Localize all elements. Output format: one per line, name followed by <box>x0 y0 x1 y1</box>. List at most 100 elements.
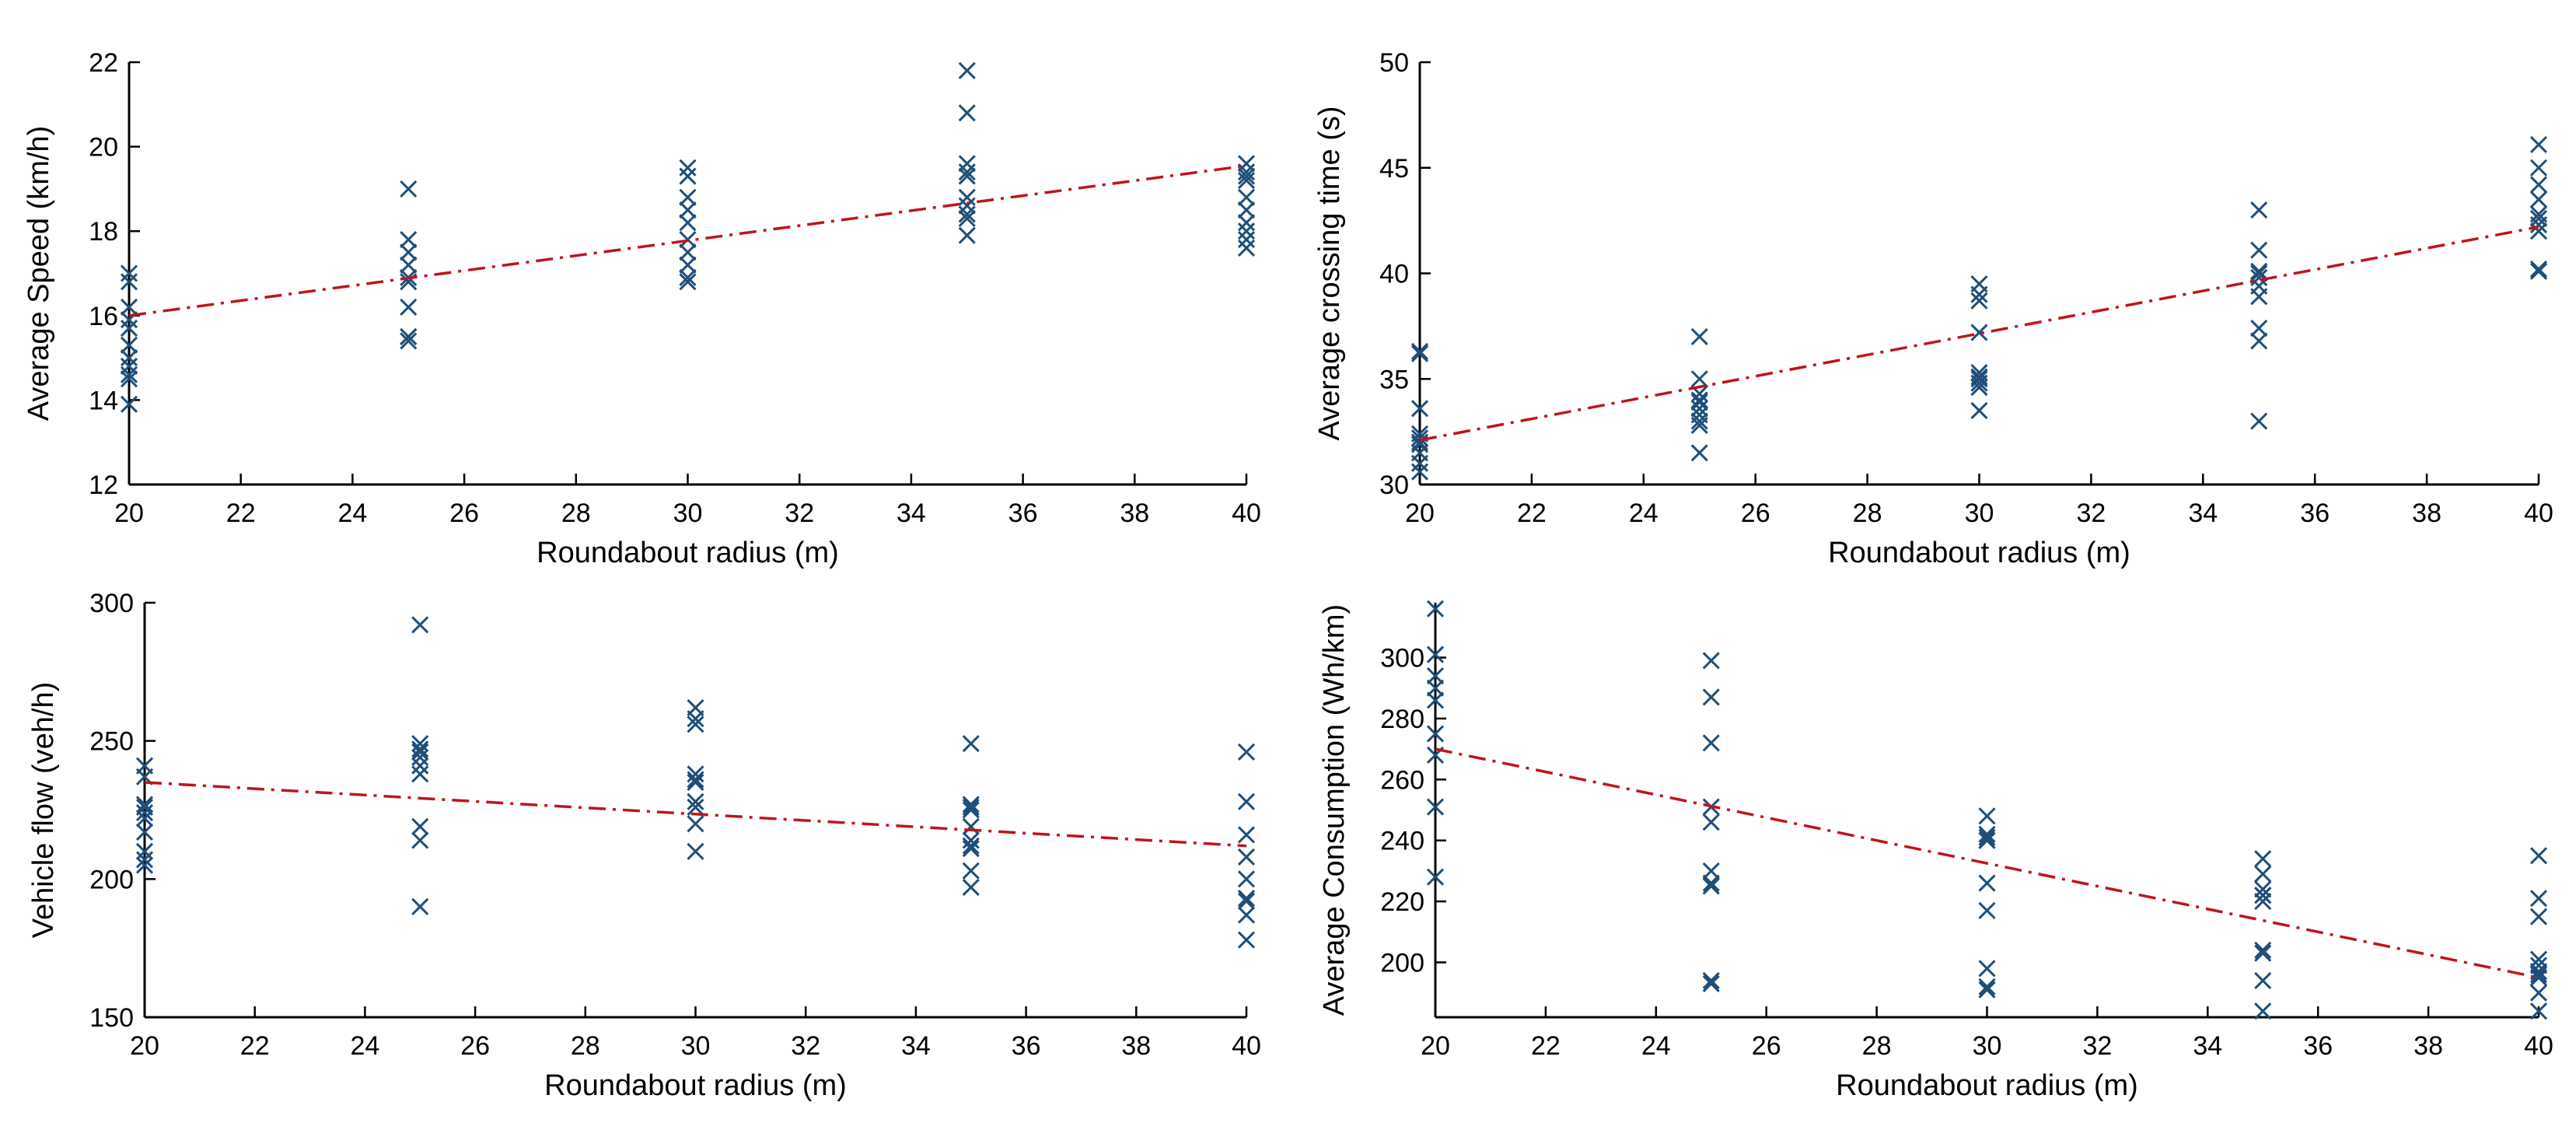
data-point <box>411 748 429 767</box>
data-point <box>679 273 697 291</box>
data-point <box>1702 971 1720 990</box>
data-point <box>2529 261 2548 278</box>
data-point <box>2529 984 2548 1002</box>
data-point <box>2529 209 2548 227</box>
data-point <box>958 61 976 79</box>
data-point <box>2250 262 2268 280</box>
data-point <box>679 268 697 286</box>
data-point <box>2529 890 2548 908</box>
data-point <box>411 817 429 835</box>
data-point <box>687 765 704 783</box>
data-point <box>1237 906 1256 924</box>
x-tick-label: 24 <box>337 499 367 528</box>
data-point <box>2529 159 2548 177</box>
data-point <box>962 735 980 753</box>
data-point <box>962 831 980 849</box>
data-point <box>1702 877 1720 895</box>
data-point <box>1426 725 1445 743</box>
data-point <box>958 163 976 181</box>
data-point <box>400 256 418 274</box>
data-point <box>2254 880 2272 898</box>
data-point <box>1702 688 1720 706</box>
data-point <box>1690 412 1708 430</box>
x-tick-label: 38 <box>1120 499 1149 528</box>
data-point <box>1970 292 1988 310</box>
data-point <box>120 320 138 338</box>
x-tick-label: 28 <box>1862 1031 1892 1061</box>
data-point <box>120 298 138 317</box>
x-tick-label: 28 <box>571 1031 600 1061</box>
data-point <box>962 798 980 817</box>
data-point <box>687 771 704 789</box>
x-tick-label: 40 <box>2524 499 2553 528</box>
data-point <box>1690 400 1708 418</box>
x-tick-label: 24 <box>350 1031 379 1061</box>
data-point <box>2529 957 2548 974</box>
data-point <box>1426 798 1445 816</box>
data-point <box>1970 374 1988 392</box>
data-point <box>962 840 980 858</box>
data-point <box>962 878 980 897</box>
x-tick-label: 24 <box>1641 1031 1671 1061</box>
data-point <box>2250 412 2268 430</box>
data-point <box>1410 454 1429 472</box>
data-point <box>135 823 154 841</box>
data-point <box>2250 332 2268 350</box>
data-point <box>687 792 704 810</box>
data-point <box>679 159 697 177</box>
y-tick-label: 300 <box>89 589 134 618</box>
trend-line <box>144 781 1247 848</box>
data-point <box>962 837 980 855</box>
data-point <box>958 226 976 244</box>
data-point <box>411 616 429 634</box>
data-point <box>1702 734 1720 752</box>
data-point <box>1237 171 1256 190</box>
x-tick-label: 22 <box>240 1031 270 1061</box>
data-point <box>1970 370 1988 388</box>
x-tick-label: 36 <box>1012 1031 1041 1061</box>
data-point <box>958 209 976 227</box>
data-point <box>411 743 429 761</box>
data-point <box>2254 971 2272 990</box>
data-point <box>1410 463 1429 481</box>
data-point <box>687 773 704 792</box>
data-point <box>2529 262 2548 280</box>
data-point <box>2529 847 2548 865</box>
y-axis-label: Average Consumption (Wh/km) <box>1318 604 1351 1016</box>
data-point <box>679 243 697 261</box>
data-point <box>135 856 154 874</box>
data-point <box>1410 433 1429 451</box>
data-point <box>1410 342 1429 361</box>
x-tick-label: 32 <box>2076 499 2106 528</box>
data-point <box>2250 288 2268 306</box>
y-tick-label: 30 <box>1379 471 1409 500</box>
data-point <box>2529 191 2548 208</box>
trend-line <box>1419 226 2539 442</box>
x-tick-label: 40 <box>1232 1031 1261 1061</box>
y-tick-label: 45 <box>1379 154 1409 184</box>
data-point <box>958 197 976 215</box>
data-point <box>1410 400 1429 418</box>
data-point <box>1690 370 1708 388</box>
data-point <box>1237 743 1256 761</box>
x-tick-label: 38 <box>2412 499 2441 528</box>
data-point <box>2529 968 2548 987</box>
data-point <box>962 796 980 813</box>
y-tick-label: 220 <box>1380 887 1424 917</box>
data-point <box>400 243 418 261</box>
x-tick-label: 22 <box>1531 1031 1561 1061</box>
data-point <box>2254 944 2272 962</box>
data-point <box>2529 135 2548 153</box>
data-point <box>411 735 429 753</box>
data-point <box>1702 813 1720 831</box>
data-point <box>400 180 418 198</box>
data-point <box>1690 391 1708 409</box>
y-tick-label: 280 <box>1380 705 1424 734</box>
data-point <box>2529 222 2548 240</box>
data-point <box>135 851 154 869</box>
data-point <box>1702 862 1720 880</box>
chart-crossing: 20 22 24 26 28 30 32 34 36 38 40 30 35 40 45 50 Roundabo… <box>1313 48 2553 569</box>
y-axis-label: Average Speed (km/h) <box>23 126 55 422</box>
x-tick-label: 38 <box>2413 1031 2443 1061</box>
